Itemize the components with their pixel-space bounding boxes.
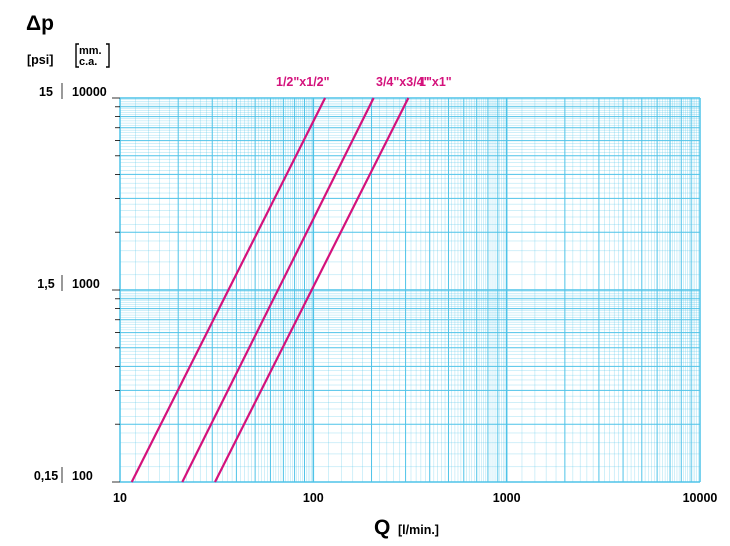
y-axis-unit-mm: mm. bbox=[79, 45, 102, 57]
series-label: 3/4"x3/4" bbox=[376, 75, 430, 89]
x-axis-unit: [l/min.] bbox=[398, 523, 439, 537]
y-axis-symbol: Δp bbox=[26, 12, 54, 35]
series-line bbox=[130, 97, 327, 483]
x-tick-label: 10000 bbox=[683, 491, 718, 505]
x-tick-label: 1000 bbox=[493, 491, 521, 505]
y-axis-unit-mm-bracket-left bbox=[75, 43, 79, 68]
y-axis-unit-mm-bracket-right bbox=[106, 43, 110, 68]
y-tick-label-mmca: 1000 bbox=[72, 277, 100, 291]
series-label: 1/2"x1/2" bbox=[276, 75, 330, 89]
x-tick-label: 10 bbox=[113, 491, 127, 505]
y-tick-label-psi: 1,5 bbox=[37, 277, 54, 291]
x-axis-tick-labels: 10 100 1000 10000 bbox=[113, 491, 717, 505]
y-axis-unit-ca: c.a. bbox=[79, 56, 97, 68]
series-labels: 1/2"x1/2" 3/4"x3/4"1"x1" bbox=[276, 75, 452, 89]
series-label: 1"x1" bbox=[419, 75, 452, 89]
y-axis-unit-psi: [psi] bbox=[27, 53, 53, 67]
y-tick-label-mmca: 100 bbox=[72, 469, 93, 483]
chart-series bbox=[130, 97, 410, 483]
y-tick-label-psi: 15 bbox=[39, 85, 53, 99]
y-axis-tick-labels: 15 10000 1,5 1000 0,15 100 bbox=[34, 83, 107, 483]
chart-grid bbox=[112, 97, 701, 483]
x-axis-symbol: Q bbox=[374, 516, 390, 539]
y-tick-label-mmca: 10000 bbox=[72, 85, 107, 99]
series-line bbox=[214, 97, 410, 483]
x-tick-label: 100 bbox=[303, 491, 324, 505]
series-line bbox=[181, 97, 375, 483]
y-tick-label-psi: 0,15 bbox=[34, 469, 58, 483]
